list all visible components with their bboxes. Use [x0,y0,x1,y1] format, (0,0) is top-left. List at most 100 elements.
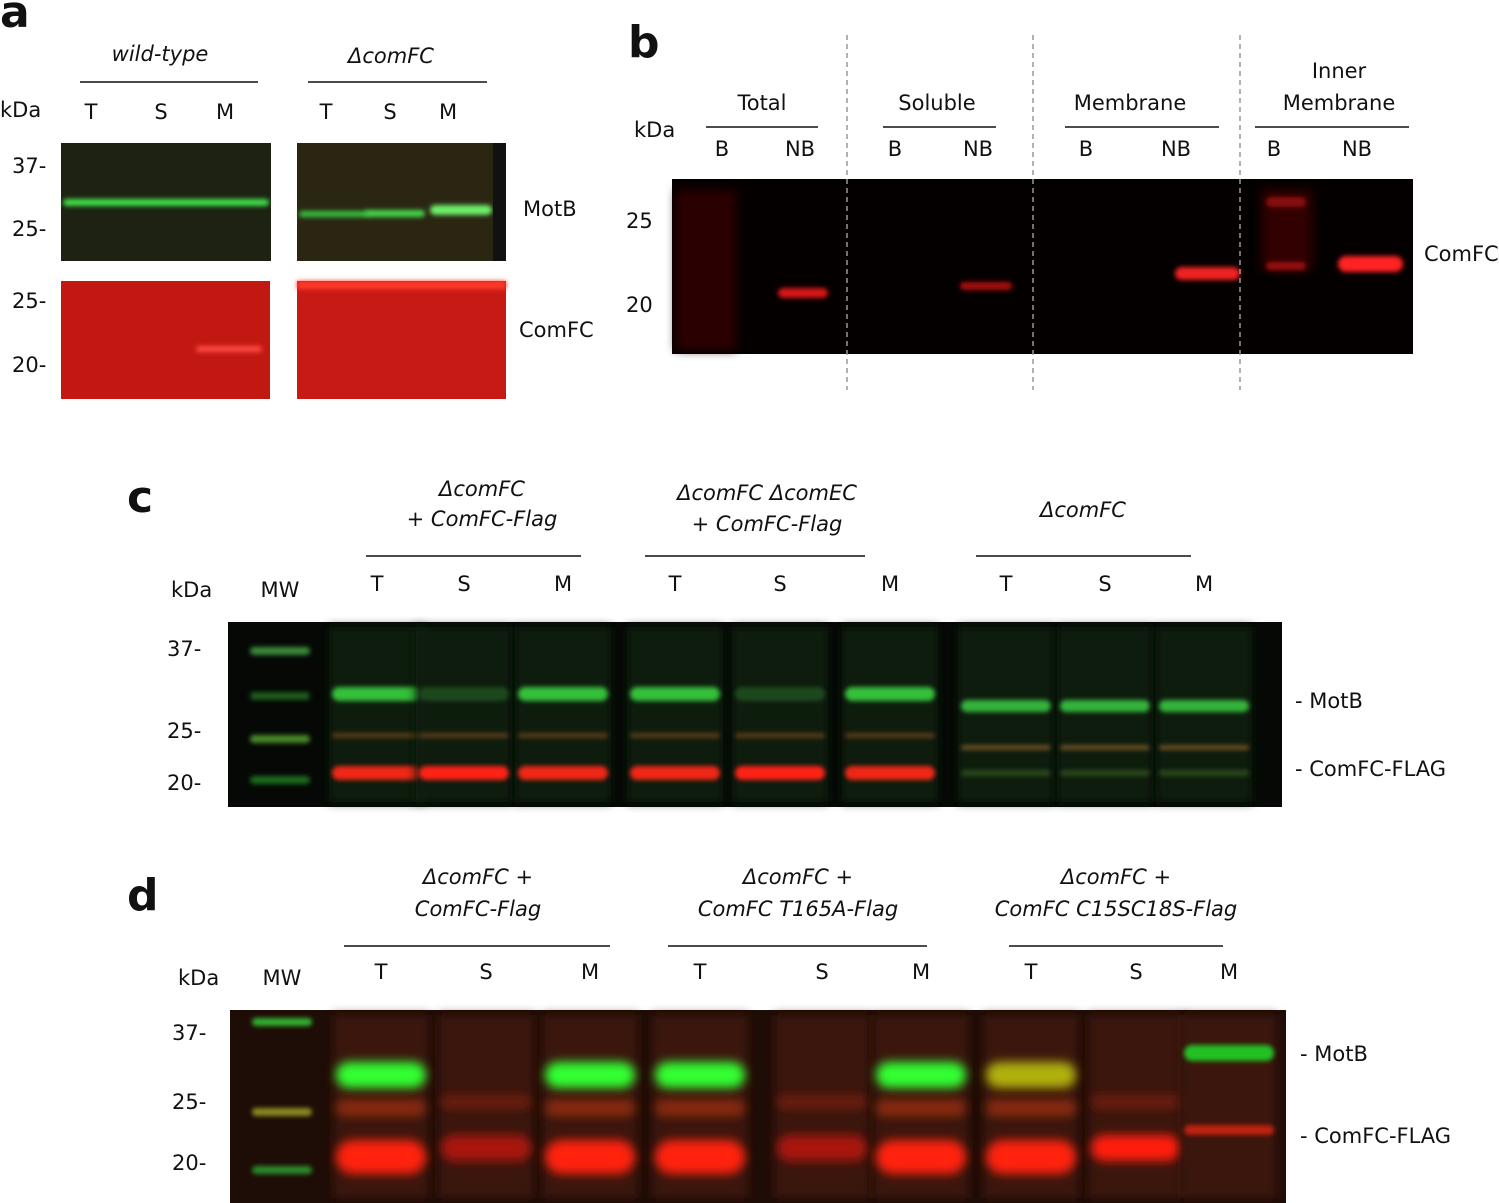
marker-label: 37- [167,637,201,661]
band [1060,745,1150,750]
band [332,766,422,780]
lane-label: T [668,572,682,596]
band-label: - ComFC-FLAG [1300,1124,1451,1148]
band [655,1140,745,1174]
lane-label: NB [963,137,993,161]
band [876,1100,966,1116]
lane-label: B [1267,137,1281,161]
band [336,1100,426,1116]
protein-label: ComFC [519,318,594,342]
lane-label: T [693,960,707,984]
band [441,1095,531,1109]
band [545,1062,635,1088]
marker-label: 25- [172,1090,206,1114]
band [419,733,509,738]
band [986,1140,1076,1174]
band [735,733,825,738]
panel-label: c [127,472,153,523]
marker-label: 20- [167,771,201,795]
band-label: - MotB [1295,689,1363,713]
band [986,1062,1076,1088]
unit-label: kDa [178,966,219,990]
band [876,1140,966,1174]
band [630,733,720,738]
band [961,770,1051,776]
band [336,1062,426,1088]
band [777,1095,867,1109]
band [332,733,422,738]
panel-label: d [127,870,159,921]
lane-label: NB [785,137,815,161]
lane-label: S [815,960,828,984]
lane-label: T [999,572,1013,596]
lane-label: M [554,572,572,596]
band [655,1062,745,1088]
marker-label: 20 [626,293,653,317]
ladder-label: MW [263,966,302,990]
lane-label: S [1129,960,1142,984]
band [332,687,422,701]
lane-label: NB [1342,137,1372,161]
band [1175,267,1240,280]
band [518,687,608,701]
band [365,210,425,217]
band [336,1140,426,1174]
lane-label: T [319,100,333,124]
marker-label: 25- [167,719,201,743]
band [252,1108,312,1116]
band [778,288,828,298]
group-label: wild-type [112,42,209,66]
blot-edge [297,281,506,289]
band [630,766,720,780]
lane-label: S [383,100,396,124]
band-label: - MotB [1300,1042,1368,1066]
blot [61,281,270,399]
band [250,692,310,700]
band [655,1100,745,1116]
lane-label: B [715,137,729,161]
lane-label: M [1220,960,1238,984]
band [1184,1125,1274,1135]
blot [297,281,506,399]
protein-label: MotB [523,197,577,221]
marker-label: 20- [12,353,46,377]
lane-label: M [881,572,899,596]
lane-label: M [581,960,599,984]
band [1060,770,1150,776]
lane-label: M [1195,572,1213,596]
marker-label: 37- [172,1021,206,1045]
marker-label: 25- [12,289,46,313]
group-label: ComFC C15SC18S-Flag [995,897,1238,921]
band [735,687,825,701]
band [630,687,720,701]
band [845,766,935,780]
band [1159,770,1249,776]
protein-label: ComFC [1424,242,1499,266]
unit-label: kDa [0,98,41,122]
band [419,687,509,701]
group-label: ΔcomFC [1038,498,1126,522]
band [876,1062,966,1088]
band [1159,745,1249,750]
group-label: ΔcomFC [437,477,525,501]
blot [297,143,506,261]
unit-label: kDa [171,578,212,602]
band [518,733,608,738]
lane-label: NB [1161,137,1191,161]
band [961,745,1051,750]
marker-label: 37- [12,154,46,178]
blot-edge [493,143,506,261]
panel-label: a [0,0,30,38]
band [1091,1135,1181,1161]
marker-label: 25 [626,209,653,233]
group-label: + ComFC-Flag [692,512,843,536]
band [250,776,310,784]
group-label: ΔcomFC + [741,865,853,889]
unit-label: kDa [634,118,675,142]
band [299,211,369,217]
band [1060,700,1150,712]
band [1091,1095,1181,1109]
group-label: Membrane [1283,91,1396,115]
group-label: ΔcomFC + [1059,865,1171,889]
